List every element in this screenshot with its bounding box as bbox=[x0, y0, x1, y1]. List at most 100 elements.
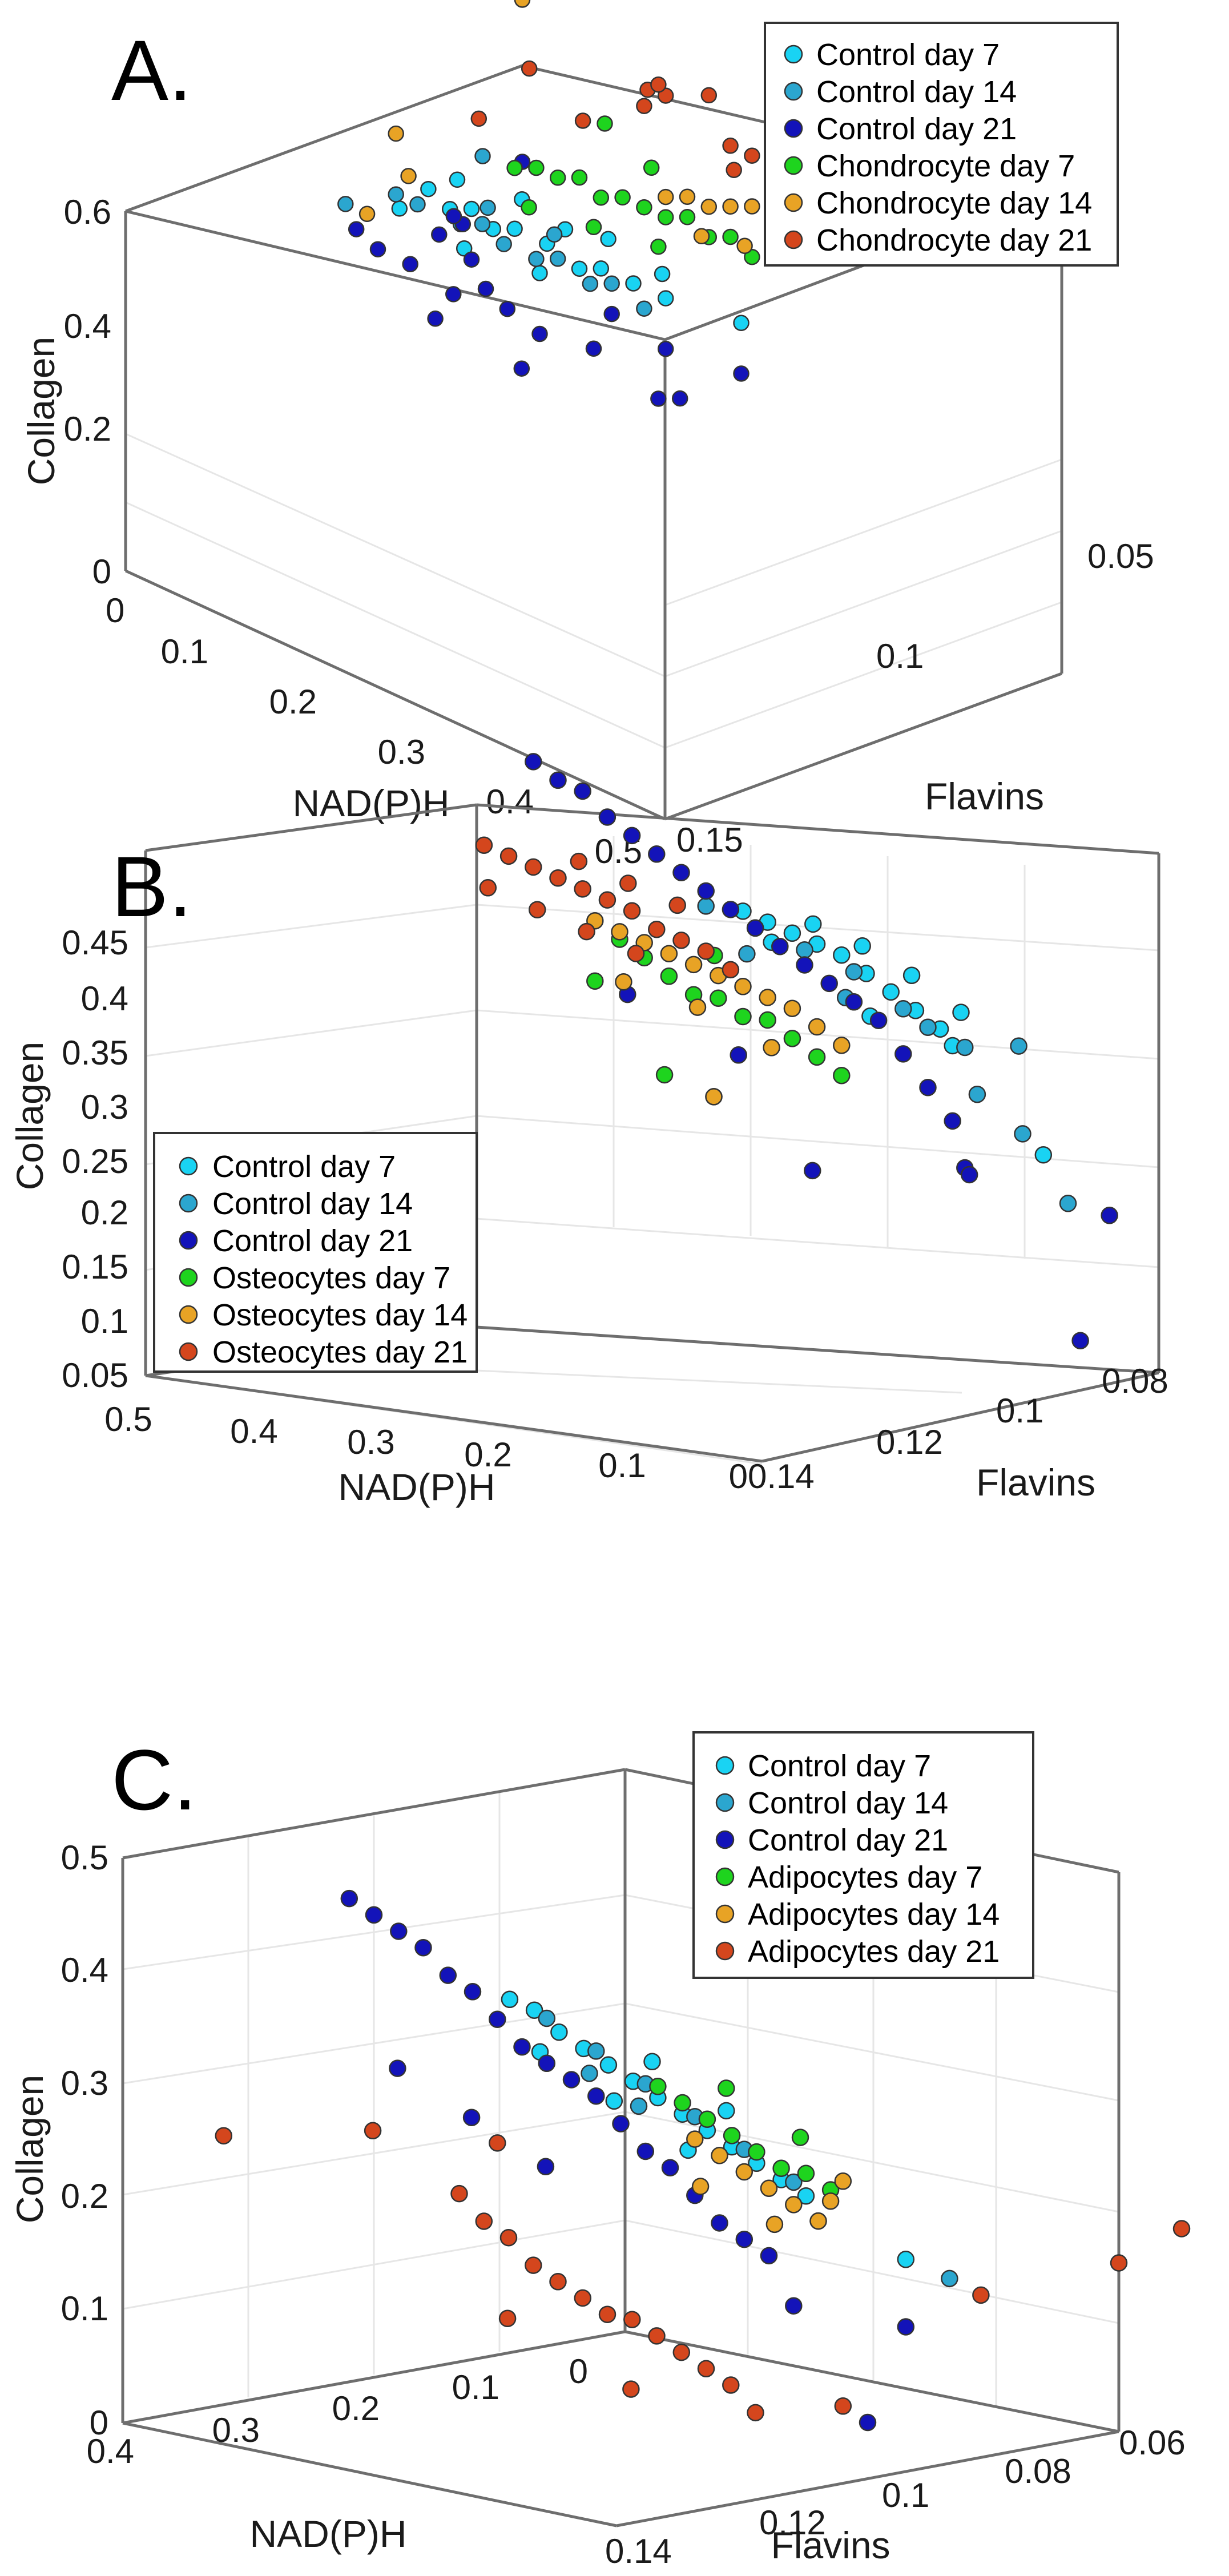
data-point-series-5 bbox=[475, 2212, 493, 2230]
data-point-series-4 bbox=[744, 198, 760, 215]
data-point-series-2 bbox=[464, 1983, 482, 2001]
panel-c-legend-marker bbox=[715, 1830, 735, 1849]
data-point-series-3 bbox=[710, 989, 727, 1007]
data-point-series-2 bbox=[369, 241, 386, 257]
panel-a-z-tick: 0.2 bbox=[64, 410, 111, 448]
data-point-series-1 bbox=[1059, 1195, 1077, 1212]
data-point-series-0 bbox=[525, 2001, 543, 2019]
data-point-series-2 bbox=[348, 221, 365, 237]
data-point-series-2 bbox=[365, 1906, 383, 1924]
data-point-series-2 bbox=[574, 782, 591, 800]
panel-a-legend-marker bbox=[784, 119, 803, 138]
panel-c-z-tick: 0.5 bbox=[61, 1839, 108, 1877]
data-point-series-3 bbox=[698, 2110, 716, 2128]
data-point-series-2 bbox=[746, 919, 764, 937]
data-point-series-1 bbox=[587, 2042, 605, 2060]
panel-a-z-tick: 0.4 bbox=[64, 307, 111, 345]
data-point-series-5 bbox=[528, 901, 546, 918]
data-point-series-1 bbox=[479, 199, 496, 216]
data-point-series-2 bbox=[477, 280, 494, 297]
data-point-series-2 bbox=[804, 1162, 821, 1180]
data-point-series-3 bbox=[833, 1066, 851, 1085]
data-point-series-5 bbox=[475, 836, 493, 854]
data-point-series-5 bbox=[525, 2256, 542, 2274]
data-point-series-0 bbox=[897, 2251, 915, 2268]
data-point-series-5 bbox=[722, 138, 739, 154]
data-point-series-1 bbox=[894, 1000, 912, 1018]
panel-b-legend-marker bbox=[179, 1156, 198, 1176]
data-point-series-3 bbox=[808, 1048, 826, 1066]
data-point-series-2 bbox=[650, 390, 667, 407]
data-point-series-2 bbox=[623, 827, 641, 845]
data-point-series-1 bbox=[474, 148, 491, 164]
panel-a-legend: Control day 7 Control day 14 Control day… bbox=[764, 22, 1119, 267]
panel-b-z-tick: 0.35 bbox=[62, 1034, 128, 1072]
data-point-series-3 bbox=[723, 2127, 741, 2144]
data-point-series-0 bbox=[804, 915, 822, 933]
panel-c-x-axis-label: NAD(P)H bbox=[250, 2513, 407, 2555]
data-point-series-5 bbox=[525, 858, 542, 876]
panel-b-x-tick: 0.4 bbox=[230, 1412, 277, 1450]
data-point-series-1 bbox=[738, 945, 756, 963]
data-point-series-1 bbox=[941, 2269, 958, 2288]
data-point-series-5 bbox=[744, 147, 760, 164]
data-point-series-3 bbox=[521, 199, 537, 216]
panel-b-x-tick: 0.3 bbox=[347, 1423, 394, 1461]
data-point-series-2 bbox=[661, 2159, 679, 2176]
data-point-series-5 bbox=[570, 852, 588, 870]
data-point-series-4 bbox=[735, 2163, 753, 2181]
panel-a-legend-label: Chondrocyte day 14 bbox=[816, 186, 1092, 220]
data-point-series-1 bbox=[388, 186, 404, 203]
panel-a-x-tick: 0.4 bbox=[486, 783, 534, 821]
data-point-series-3 bbox=[636, 199, 652, 216]
data-point-series-4 bbox=[783, 999, 801, 1017]
data-point-series-2 bbox=[499, 300, 516, 317]
data-point-series-2 bbox=[513, 2038, 531, 2056]
data-point-series-1 bbox=[582, 275, 599, 292]
panel-b-legend-label: Osteocytes day 14 bbox=[212, 1298, 468, 1332]
data-point-series-1 bbox=[636, 300, 652, 317]
data-point-series-3 bbox=[791, 2128, 809, 2146]
panel-c-x-tick: 0 bbox=[569, 2352, 588, 2390]
panel-a-legend-label: Control day 14 bbox=[816, 75, 1017, 109]
data-point-series-0 bbox=[449, 171, 466, 188]
data-point-series-2 bbox=[711, 2214, 728, 2232]
data-point-series-3 bbox=[722, 228, 739, 245]
data-point-series-4 bbox=[660, 945, 678, 962]
data-point-series-2 bbox=[733, 365, 750, 382]
panel-a-legend-marker bbox=[784, 82, 803, 101]
data-point-series-2 bbox=[820, 974, 838, 993]
panel-a-y-tick: 0.1 bbox=[876, 637, 924, 675]
data-point-series-2 bbox=[414, 1938, 432, 1957]
data-point-series-0 bbox=[902, 966, 921, 985]
data-point-series-0 bbox=[833, 946, 851, 964]
data-point-series-2 bbox=[612, 2115, 630, 2132]
data-point-series-2 bbox=[859, 2413, 877, 2432]
data-point-series-3 bbox=[655, 1066, 674, 1084]
data-point-series-3 bbox=[679, 209, 696, 225]
data-point-series-2 bbox=[657, 341, 674, 357]
panel-b-x-tick: 0 bbox=[729, 1457, 748, 1495]
panel-c-legend-label: Adipocytes day 21 bbox=[748, 1934, 1000, 1969]
data-point-series-3 bbox=[650, 238, 667, 255]
panel-b-legend-label: Osteocytes day 21 bbox=[212, 1335, 468, 1369]
data-point-series-0 bbox=[783, 924, 801, 942]
data-point-series-2 bbox=[587, 2087, 605, 2105]
data-point-series-4 bbox=[734, 978, 752, 995]
panel-a-letter: A. bbox=[111, 22, 192, 118]
data-point-series-1 bbox=[581, 2065, 598, 2082]
panel-b: B. 0.05 0.1 0.15 0.2 0.25 0.3 0.35 0.4 0… bbox=[9, 753, 1168, 1508]
data-point-series-0 bbox=[654, 265, 671, 283]
data-point-series-5 bbox=[622, 2380, 640, 2398]
panel-b-y-tick: 0.12 bbox=[876, 1423, 943, 1461]
panel-c-z-tick: 0.1 bbox=[61, 2289, 108, 2328]
panel-c-z-tick: 0.2 bbox=[61, 2177, 108, 2215]
data-point-series-4 bbox=[388, 125, 404, 142]
data-point-series-3 bbox=[643, 159, 660, 176]
data-point-series-5 bbox=[627, 945, 645, 962]
panel-a-y-tick: 0.15 bbox=[676, 821, 743, 859]
data-point-series-2 bbox=[427, 311, 444, 327]
data-point-series-3 bbox=[528, 159, 545, 176]
panel-c-legend-label: Control day 21 bbox=[748, 1823, 948, 1857]
panel-b-z-tick: 0.05 bbox=[62, 1356, 128, 1394]
